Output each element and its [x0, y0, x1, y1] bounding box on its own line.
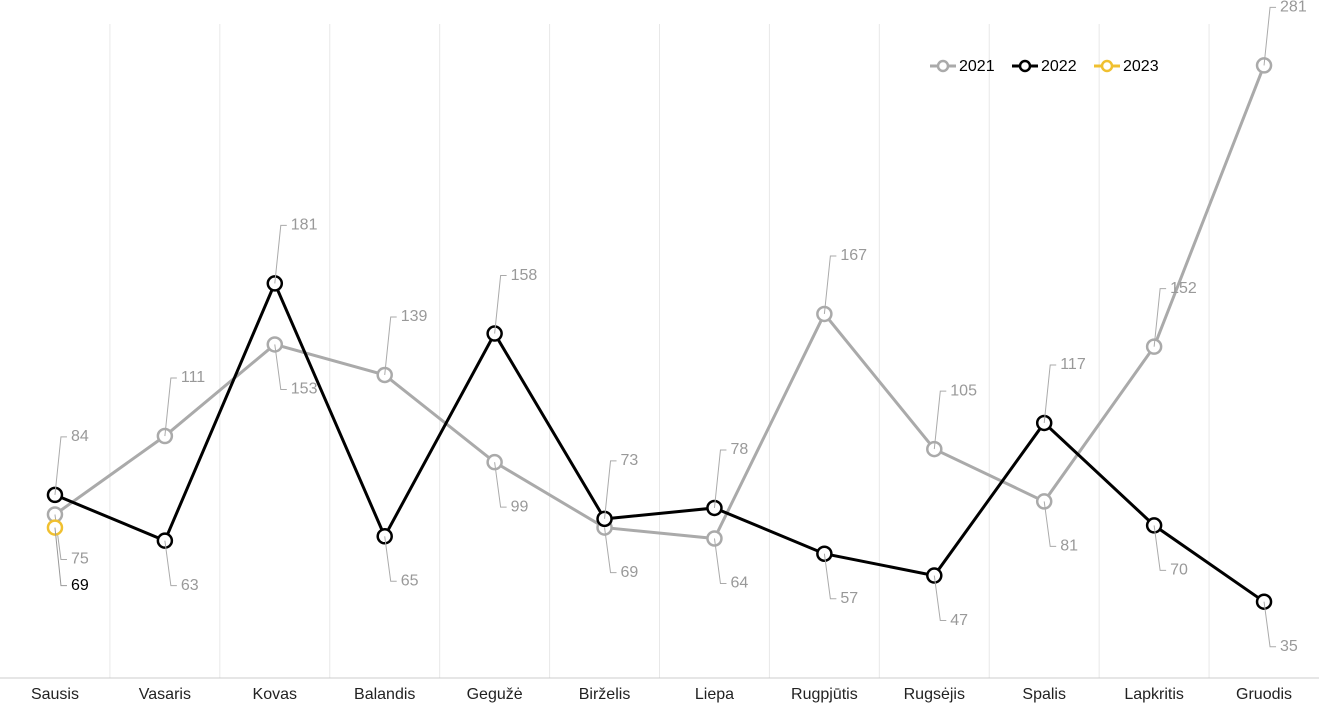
leader-line [823, 553, 837, 600]
data-label: 99 [511, 498, 529, 515]
series-line [54, 64, 1266, 541]
legend-marker [1100, 59, 1114, 73]
leader-line [274, 344, 287, 390]
data-label: 153 [291, 381, 318, 398]
data-label: 158 [511, 267, 538, 284]
leader-line [164, 377, 177, 437]
data-label: 78 [730, 441, 748, 458]
data-label: 84 [71, 428, 89, 445]
data-label: 64 [730, 575, 748, 592]
leader-line [933, 575, 947, 622]
leader-line [713, 538, 727, 584]
x-tick-label: Gruodis [1236, 686, 1292, 703]
data-label: 73 [621, 452, 639, 469]
leader-line [494, 275, 507, 334]
legend-item: 2023 [1094, 58, 1159, 75]
data-label: 111 [181, 369, 205, 386]
leader-line [1043, 364, 1057, 423]
legend-label: 2023 [1123, 58, 1159, 75]
legend-marker [1018, 59, 1032, 73]
data-label: 152 [1170, 280, 1197, 297]
x-tick-label: Balandis [354, 686, 415, 703]
data-label: 35 [1280, 638, 1298, 655]
leader-line [384, 536, 397, 582]
series-line [54, 279, 1265, 603]
leader-line [604, 460, 617, 519]
data-label: 81 [1060, 538, 1078, 555]
leader-line [384, 316, 397, 376]
data-label: 167 [840, 247, 867, 264]
data-label: 75 [71, 551, 89, 568]
data-label: 69 [71, 577, 89, 594]
data-label: 63 [181, 577, 199, 594]
leader-line [274, 224, 287, 284]
data-label: 70 [1170, 562, 1188, 579]
leader-line [1043, 501, 1057, 547]
x-tick-label: Rugpjūtis [791, 686, 858, 703]
x-tick-label: Birželis [579, 686, 631, 703]
leader-line [494, 462, 507, 508]
leader-line [1263, 601, 1277, 648]
legend-label: 2021 [959, 58, 995, 75]
leader-line [604, 527, 617, 574]
x-tick-label: Liepa [695, 686, 734, 703]
data-label: 65 [401, 573, 419, 590]
legend-marker [936, 59, 950, 73]
x-tick-label: Lapkritis [1124, 686, 1184, 703]
x-tick-label: Rugsėjis [904, 686, 965, 703]
data-label: 105 [950, 382, 977, 399]
x-tick-label: Spalis [1022, 686, 1066, 703]
leader-line [1153, 288, 1167, 347]
legend-item: 2021 [930, 58, 995, 75]
data-label: 281 [1280, 0, 1307, 16]
x-tick-label: Vasaris [139, 686, 191, 703]
leader-line [54, 436, 67, 495]
leader-line [54, 527, 67, 587]
x-tick-label: Sausis [31, 686, 79, 703]
leader-line [823, 255, 837, 314]
data-label: 181 [291, 217, 318, 234]
data-label: 69 [621, 564, 639, 581]
data-label: 57 [840, 590, 858, 607]
leader-line [1153, 525, 1167, 571]
x-tick-label: Kovas [253, 686, 297, 703]
x-tick-label: Gegužė [467, 686, 523, 703]
legend-label: 2022 [1041, 58, 1077, 75]
data-label: 139 [401, 308, 428, 325]
leader-line [713, 449, 727, 509]
leader-line [1263, 6, 1277, 66]
legend-item: 2022 [1012, 58, 1077, 75]
data-label: 47 [950, 612, 968, 629]
data-label: 117 [1060, 356, 1086, 373]
leader-line [164, 540, 177, 587]
leader-line [933, 390, 947, 450]
